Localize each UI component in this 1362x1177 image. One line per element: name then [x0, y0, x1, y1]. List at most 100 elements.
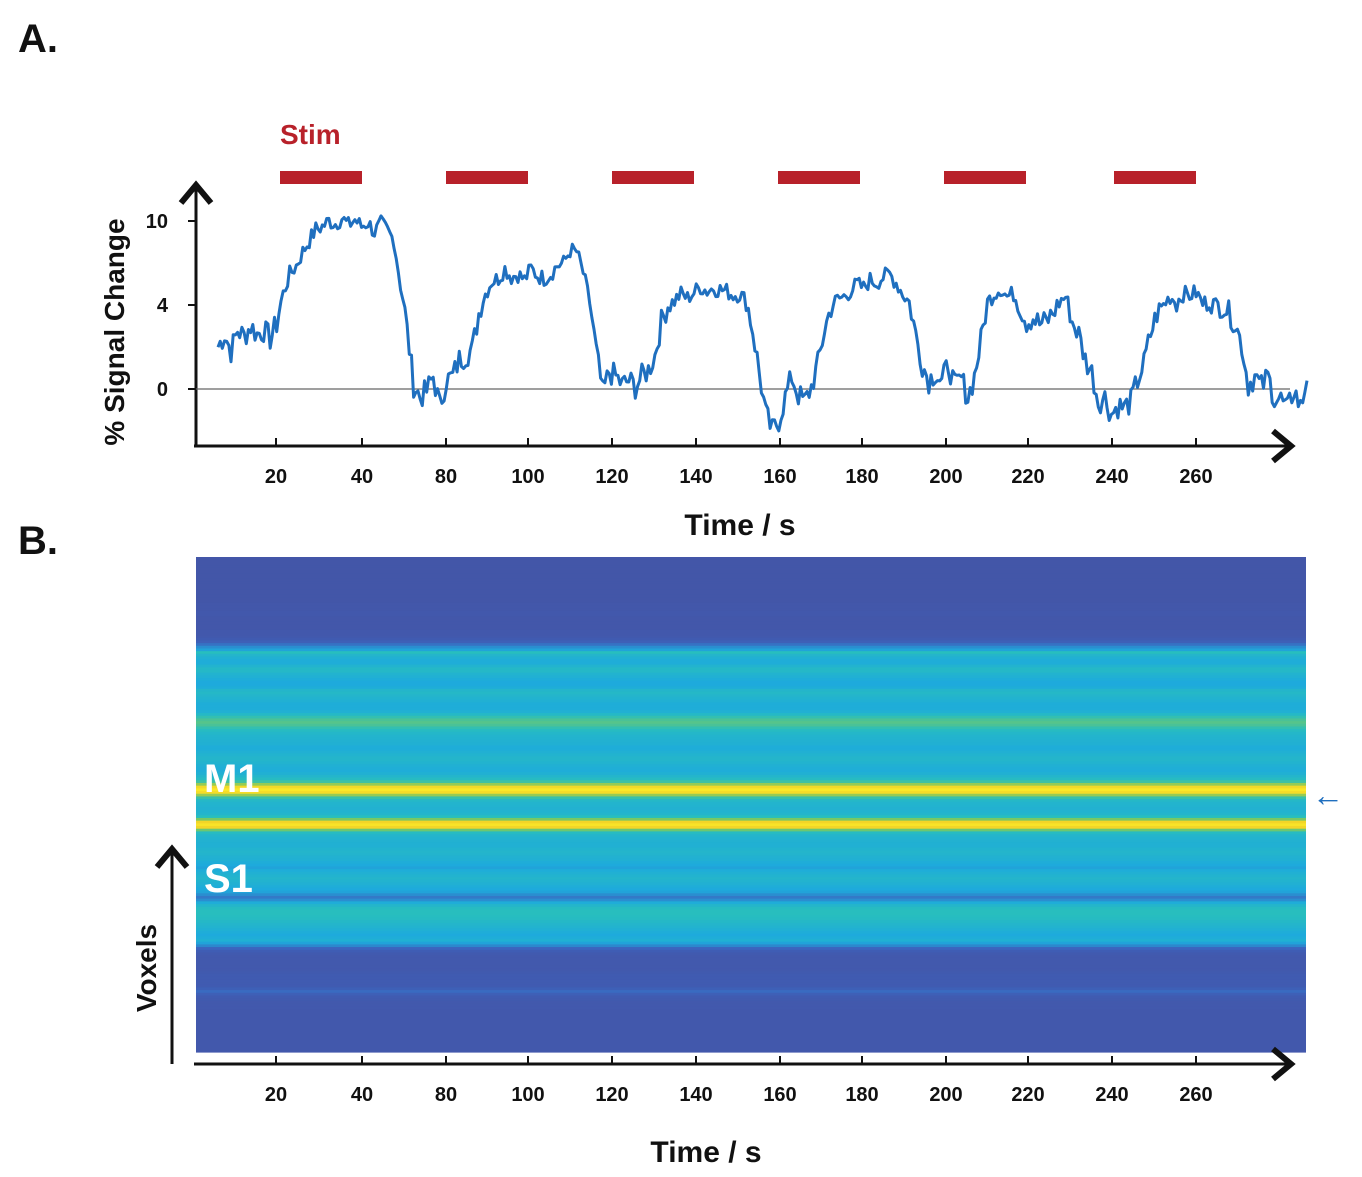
- heatmap-row-160: [196, 987, 1306, 991]
- heatmap-row-1: [196, 559, 1306, 563]
- heatmap-row-29: [196, 635, 1306, 639]
- heatmap-row-32: [196, 643, 1306, 647]
- heatmap-row-174: [196, 1025, 1306, 1029]
- heatmap-row-17: [196, 602, 1306, 607]
- heatmap-row-151: [196, 963, 1306, 967]
- x-b-tick-label-5: 140: [679, 1084, 712, 1106]
- heatmap-row-85: [196, 785, 1306, 789]
- y-ticks-a: 0 4 10: [146, 211, 196, 401]
- heatmap-row-35: [196, 651, 1306, 655]
- y-tick-label-2: 10: [146, 211, 168, 233]
- region-label-m1: M1: [204, 757, 260, 801]
- heatmap-row-5: [196, 570, 1306, 574]
- heatmap-row-179: [196, 1038, 1306, 1042]
- heatmap-row-28: [196, 632, 1306, 636]
- heatmap-row-117: [196, 871, 1306, 876]
- x-ticks-a: 20 40 80 100 120 140 160 180 200 220 240 260: [265, 438, 1213, 488]
- x-a-tick-label-5: 140: [679, 466, 712, 488]
- heatmap-row-60: [196, 718, 1306, 722]
- x-a-tick-label-7: 180: [845, 466, 878, 488]
- heatmap-row-177: [196, 1033, 1306, 1037]
- heatmap-row-143: [196, 941, 1306, 945]
- heatmap-row-82: [196, 777, 1306, 781]
- heatmap-row-153: [196, 968, 1306, 972]
- heatmap-row-94: [196, 809, 1306, 814]
- heatmap-row-166: [196, 1003, 1306, 1007]
- heatmap-row-145: [196, 947, 1306, 951]
- heatmap-row-123: [196, 887, 1306, 892]
- heatmap-row-106: [196, 842, 1306, 846]
- heatmap-row-24: [196, 621, 1306, 625]
- stim-bar-1: [446, 171, 528, 184]
- heatmap-row-7: [196, 575, 1306, 580]
- heatmap-row-18: [196, 605, 1306, 609]
- heatmap-row-126: [196, 895, 1306, 900]
- y-axis-title-a: % Signal Change: [99, 218, 130, 445]
- heatmap-row-157: [196, 979, 1306, 983]
- heatmap-row-20: [196, 610, 1306, 615]
- heatmap-row-142: [196, 939, 1306, 943]
- heatmap-row-2: [196, 562, 1306, 566]
- heatmap-row-113: [196, 860, 1306, 865]
- heatmap-row-141: [196, 936, 1306, 940]
- heatmap-row-124: [196, 890, 1306, 894]
- heatmap-row-172: [196, 1019, 1306, 1024]
- heatmap-row-129: [196, 904, 1306, 908]
- heatmap-row-71: [196, 748, 1306, 752]
- heatmap-row-78: [196, 766, 1306, 771]
- heatmap-row-13: [196, 591, 1306, 596]
- heatmap-row-173: [196, 1022, 1306, 1026]
- heatmap-row-79: [196, 769, 1306, 773]
- heatmap-row-67: [196, 737, 1306, 741]
- heatmap-row-87: [196, 791, 1306, 795]
- heatmap-row-37: [196, 656, 1306, 660]
- heatmap-row-68: [196, 739, 1306, 744]
- heatmap-row-57: [196, 710, 1306, 714]
- x-b-tick-label-6: 160: [763, 1084, 796, 1106]
- heatmap-row-86: [196, 788, 1306, 792]
- heatmap-row-84: [196, 782, 1306, 787]
- heatmap-row-3: [196, 565, 1306, 569]
- heatmap-row-139: [196, 930, 1306, 935]
- heatmap-row-161: [196, 990, 1306, 994]
- x-b-tick-label-0: 20: [265, 1084, 287, 1106]
- heatmap-row-75: [196, 758, 1306, 763]
- heatmap-row-93: [196, 807, 1306, 811]
- heatmap-row-61: [196, 721, 1306, 725]
- heatmap-row-103: [196, 834, 1306, 838]
- heatmap-row-119: [196, 877, 1306, 881]
- x-axis-title-a: Time / s: [684, 509, 795, 542]
- x-a-tick-label-9: 220: [1011, 466, 1044, 488]
- heatmap-row-114: [196, 863, 1306, 867]
- heatmap-row-12: [196, 589, 1306, 593]
- heatmap-row-107: [196, 844, 1306, 849]
- heatmap-row-88: [196, 793, 1306, 798]
- heatmap-row-130: [196, 906, 1306, 911]
- heatmap-row-53: [196, 699, 1306, 703]
- stim-bars: [280, 171, 1196, 184]
- x-b-tick-label-3: 100: [511, 1084, 544, 1106]
- heatmap-row-33: [196, 645, 1306, 650]
- heatmap-row-36: [196, 653, 1306, 658]
- heatmap-row-6: [196, 573, 1306, 577]
- heatmap-row-134: [196, 917, 1306, 921]
- heatmap-row-128: [196, 901, 1306, 905]
- heatmap-row-137: [196, 925, 1306, 929]
- heatmap-row-62: [196, 723, 1306, 728]
- heatmap-row-104: [196, 836, 1306, 841]
- heatmap-row-100: [196, 826, 1306, 830]
- heatmap-row-63: [196, 726, 1306, 730]
- left-arrow-icon: ←: [1312, 777, 1344, 813]
- heatmap-row-170: [196, 1014, 1306, 1018]
- heatmap-row-10: [196, 583, 1306, 588]
- heatmap-row-70: [196, 745, 1306, 749]
- heatmap-row-47: [196, 683, 1306, 687]
- x-a-tick-label-11: 260: [1179, 466, 1212, 488]
- panel-a-line-chart: A. Stim 0 4 10 20 40 80 100 120 140 160 180 200 220…: [18, 17, 1309, 542]
- heatmap-row-97: [196, 817, 1306, 822]
- heatmap-row-111: [196, 855, 1306, 859]
- heatmap-row-52: [196, 696, 1306, 701]
- x-a-tick-label-2: 80: [435, 466, 457, 488]
- heatmap-row-168: [196, 1008, 1306, 1013]
